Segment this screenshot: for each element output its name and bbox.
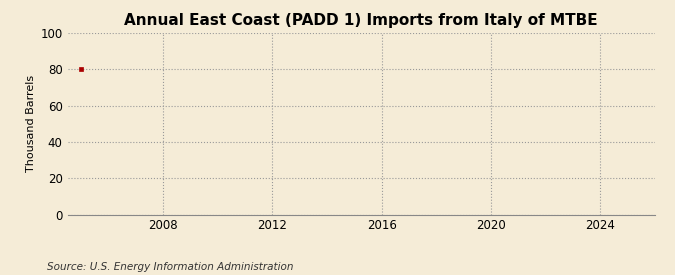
Text: Source: U.S. Energy Information Administration: Source: U.S. Energy Information Administ… xyxy=(47,262,294,272)
Title: Annual East Coast (PADD 1) Imports from Italy of MTBE: Annual East Coast (PADD 1) Imports from … xyxy=(124,13,598,28)
Y-axis label: Thousand Barrels: Thousand Barrels xyxy=(26,75,36,172)
